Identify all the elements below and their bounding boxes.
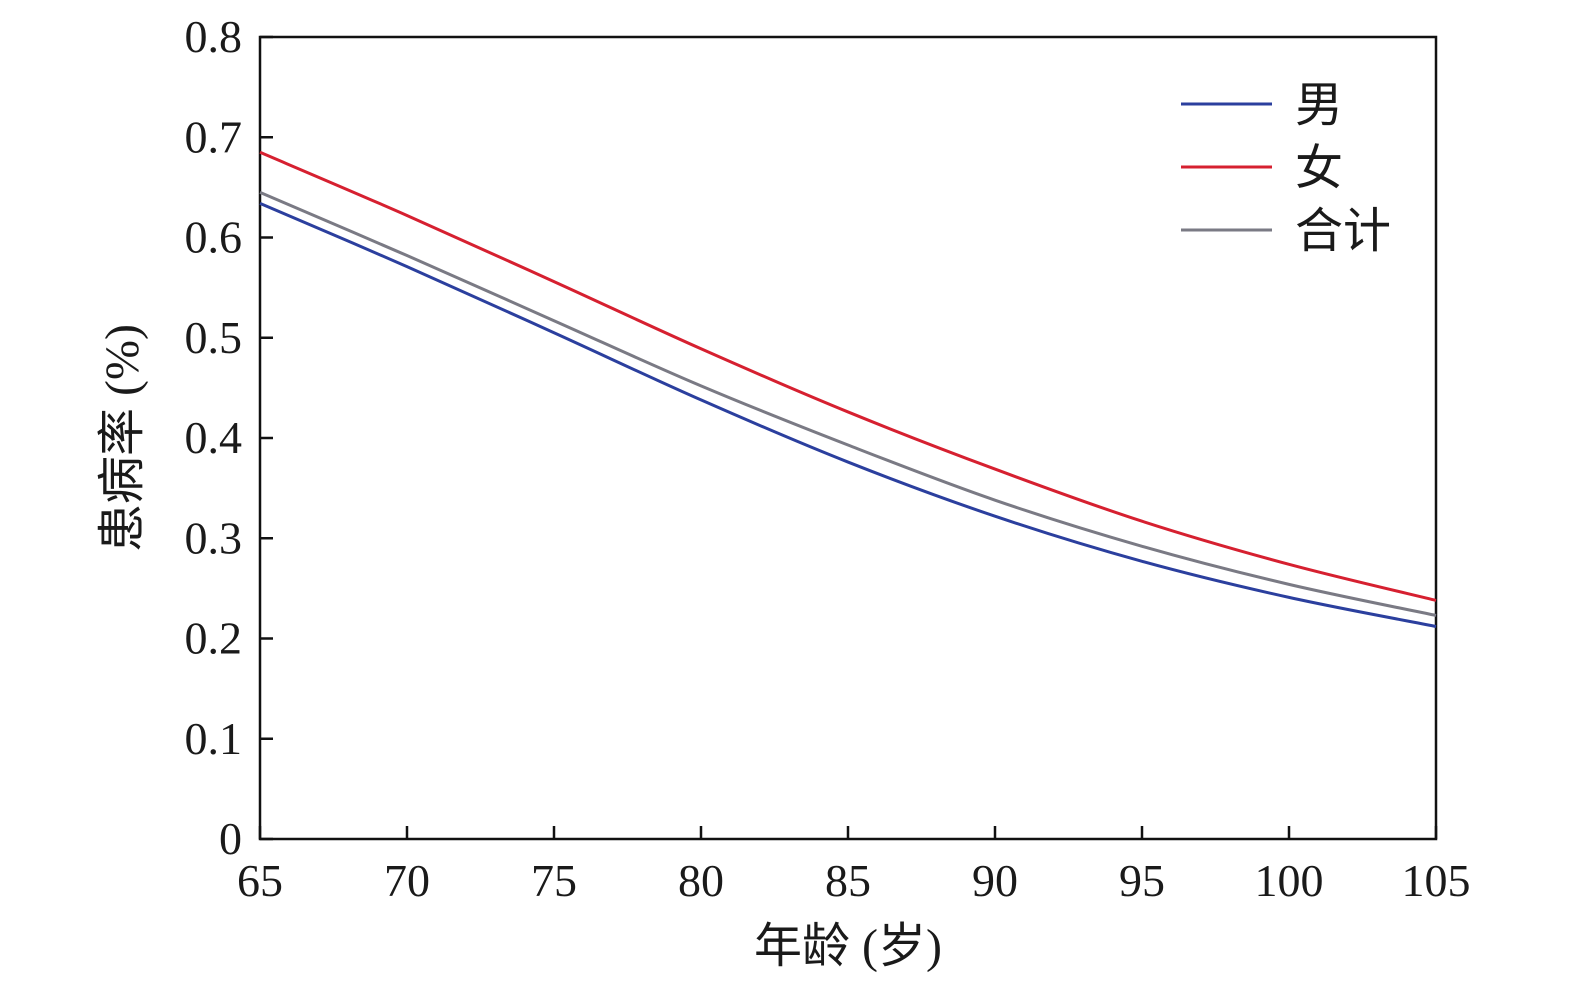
x-tick-label: 105 xyxy=(1402,855,1471,906)
x-tick-label: 80 xyxy=(678,855,724,906)
y-tick-label: 0.8 xyxy=(185,11,243,62)
legend-label: 女 xyxy=(1295,142,1343,195)
series-line-1 xyxy=(259,202,1437,628)
y-axis-title: 患病率 (%) xyxy=(96,324,149,552)
y-tick-label: 0.7 xyxy=(185,111,243,162)
x-tick-label: 95 xyxy=(1119,855,1165,906)
series-line-3 xyxy=(259,191,1437,617)
series-layer xyxy=(259,150,1437,628)
y-tick-label: 0.2 xyxy=(185,613,243,664)
x-tick-label: 75 xyxy=(531,855,577,906)
legend-label: 合计 xyxy=(1295,205,1391,258)
x-tick-label: 85 xyxy=(825,855,871,906)
x-tick-label: 65 xyxy=(237,855,283,906)
y-tick-label: 0 xyxy=(219,813,242,864)
x-axis-title: 年龄 (岁) xyxy=(754,920,942,973)
y-tick-label: 0.3 xyxy=(185,512,243,563)
x-axis: 65 70 75 80 85 90 95 100 105 xyxy=(237,826,1471,906)
y-axis: 0 0.1 0.2 0.3 0.4 0.5 0.6 0.7 0.8 xyxy=(185,11,273,864)
y-tick-label: 0.6 xyxy=(185,212,243,263)
x-tick-label: 100 xyxy=(1255,855,1324,906)
plot-area xyxy=(258,35,1438,841)
x-tick-label: 90 xyxy=(972,855,1018,906)
series-line-2 xyxy=(259,150,1437,602)
y-tick-label: 0.1 xyxy=(185,713,243,764)
y-tick-label: 0.5 xyxy=(185,312,243,363)
legend-label: 男 xyxy=(1295,79,1343,132)
y-tick-label: 0.4 xyxy=(185,412,243,463)
x-tick-label: 70 xyxy=(384,855,430,906)
